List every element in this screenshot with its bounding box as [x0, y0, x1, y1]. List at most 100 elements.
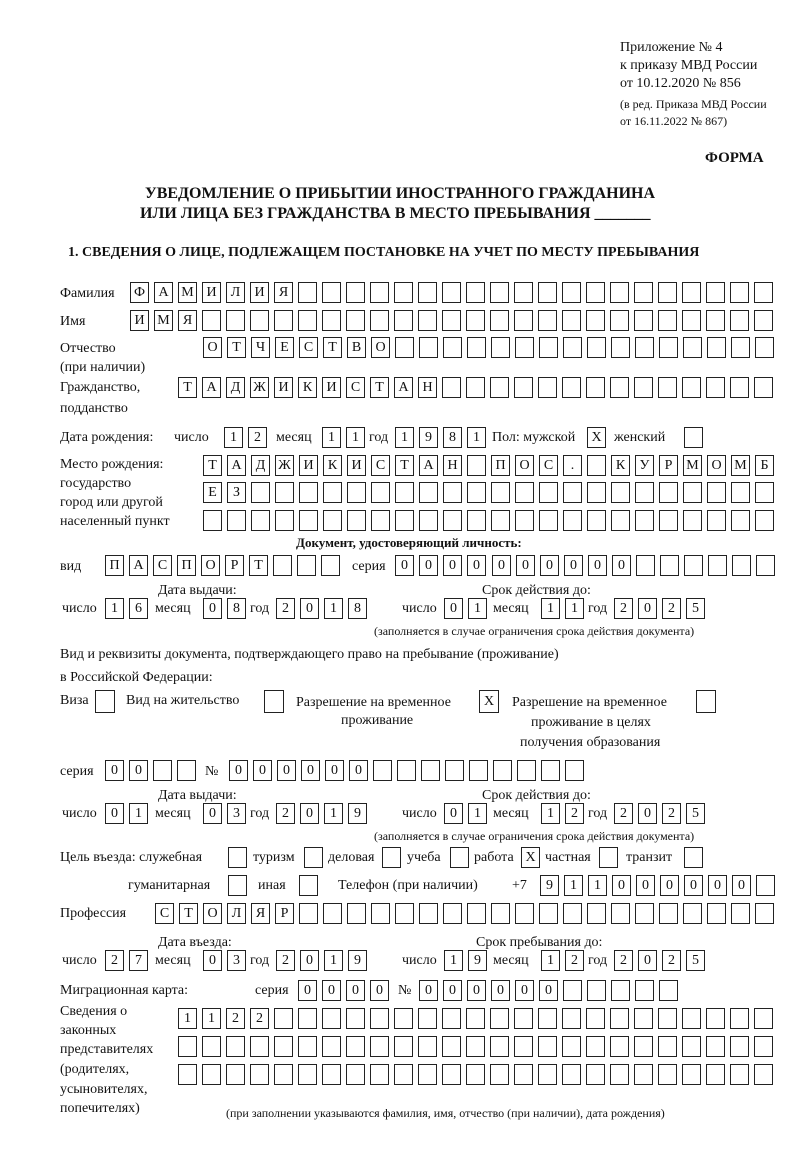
cell-citizenship[interactable] — [730, 377, 749, 398]
cell-rep3[interactable] — [346, 1064, 365, 1085]
cell-rep3[interactable] — [562, 1064, 581, 1085]
cell-pob2[interactable] — [419, 482, 438, 503]
cell-citizenship[interactable] — [538, 377, 557, 398]
cell-surname[interactable] — [730, 282, 749, 303]
cell-id-valid-day[interactable]: 1 — [468, 598, 487, 619]
cell-profession[interactable]: С — [155, 903, 174, 924]
cell-pob1[interactable]: А — [419, 455, 438, 476]
checkbox-p-other[interactable] — [299, 875, 318, 896]
cell-rep1[interactable] — [682, 1008, 701, 1029]
cell-pob2[interactable] — [443, 482, 462, 503]
cell-profession[interactable] — [539, 903, 558, 924]
cell-rep1[interactable] — [658, 1008, 677, 1029]
cell-pob2[interactable] — [563, 482, 582, 503]
cell-entry-year[interactable]: 2 — [276, 950, 295, 971]
cell-right-valid-year[interactable]: 5 — [686, 803, 705, 824]
cell-id-valid-month[interactable]: 1 — [541, 598, 560, 619]
cell-rep3[interactable] — [226, 1064, 245, 1085]
cell-mc-number[interactable]: 0 — [515, 980, 534, 1001]
cell-profession[interactable] — [323, 903, 342, 924]
cell-rep3[interactable] — [706, 1064, 725, 1085]
cell-rep3[interactable] — [754, 1064, 773, 1085]
cell-name[interactable] — [514, 310, 533, 331]
cell-id-valid-year[interactable]: 2 — [614, 598, 633, 619]
cell-pob2[interactable] — [539, 482, 558, 503]
cell-entry-year[interactable]: 0 — [300, 950, 319, 971]
cell-rep1[interactable]: 2 — [250, 1008, 269, 1029]
cell-surname[interactable] — [706, 282, 725, 303]
cell-surname[interactable]: М — [178, 282, 197, 303]
cell-id-number[interactable]: 0 — [540, 555, 559, 576]
cell-pob3[interactable] — [275, 510, 294, 531]
cell-surname[interactable]: И — [250, 282, 269, 303]
cell-pob3[interactable] — [299, 510, 318, 531]
cell-right-valid-day[interactable]: 1 — [468, 803, 487, 824]
cell-pob3[interactable] — [203, 510, 222, 531]
cell-pob2[interactable] — [755, 482, 774, 503]
cell-right-number[interactable]: 0 — [349, 760, 368, 781]
cell-right-issue-year[interactable]: 0 — [300, 803, 319, 824]
cell-rep1[interactable]: 1 — [178, 1008, 197, 1029]
cell-phone[interactable]: 1 — [564, 875, 583, 896]
cell-name[interactable] — [586, 310, 605, 331]
cell-surname[interactable] — [322, 282, 341, 303]
cell-pob2[interactable]: Е — [203, 482, 222, 503]
cell-profession[interactable]: Л — [227, 903, 246, 924]
cell-rep3[interactable] — [466, 1064, 485, 1085]
cell-pob1[interactable]: С — [371, 455, 390, 476]
cell-pob1[interactable]: Т — [203, 455, 222, 476]
cell-pob1[interactable]: К — [611, 455, 630, 476]
cell-id-issue-year[interactable]: 8 — [348, 598, 367, 619]
cell-right-issue-year[interactable]: 2 — [276, 803, 295, 824]
cell-pob2[interactable] — [587, 482, 606, 503]
cell-citizenship[interactable] — [490, 377, 509, 398]
cell-rep2[interactable] — [202, 1036, 221, 1057]
cell-citizenship[interactable] — [442, 377, 461, 398]
cell-entry-year[interactable]: 9 — [348, 950, 367, 971]
cell-patronymic[interactable]: Т — [227, 337, 246, 358]
cell-id-number[interactable] — [732, 555, 751, 576]
cell-pob2[interactable] — [323, 482, 342, 503]
cell-right-series[interactable] — [153, 760, 172, 781]
cell-citizenship[interactable]: Т — [370, 377, 389, 398]
cell-rep1[interactable] — [370, 1008, 389, 1029]
cell-rep3[interactable] — [514, 1064, 533, 1085]
cell-id-kind[interactable] — [273, 555, 292, 576]
cell-mc-number[interactable]: 0 — [443, 980, 462, 1001]
cell-name[interactable] — [754, 310, 773, 331]
cell-profession[interactable] — [659, 903, 678, 924]
cell-pob1[interactable]: П — [491, 455, 510, 476]
cell-profession[interactable] — [707, 903, 726, 924]
cell-rep1[interactable] — [514, 1008, 533, 1029]
cell-pob1[interactable]: С — [539, 455, 558, 476]
cell-surname[interactable] — [394, 282, 413, 303]
cell-citizenship[interactable]: А — [202, 377, 221, 398]
cell-pob1[interactable] — [587, 455, 606, 476]
cell-right-number[interactable]: 0 — [325, 760, 344, 781]
cell-surname[interactable] — [610, 282, 629, 303]
cell-name[interactable] — [226, 310, 245, 331]
cell-pob1[interactable]: Ж — [275, 455, 294, 476]
cell-right-number[interactable] — [469, 760, 488, 781]
cell-id-number[interactable]: 0 — [564, 555, 583, 576]
cell-rep2[interactable] — [754, 1036, 773, 1057]
cell-id-issue-year[interactable]: 1 — [324, 598, 343, 619]
cell-patronymic[interactable] — [563, 337, 582, 358]
cell-pob2[interactable] — [515, 482, 534, 503]
cell-pob3[interactable] — [227, 510, 246, 531]
cell-citizenship[interactable]: К — [298, 377, 317, 398]
cell-surname[interactable]: Ф — [130, 282, 149, 303]
cell-phone[interactable] — [756, 875, 775, 896]
cell-id-number[interactable]: 0 — [492, 555, 511, 576]
cell-id-issue-year[interactable]: 0 — [300, 598, 319, 619]
cell-pob3[interactable] — [347, 510, 366, 531]
cell-rep1[interactable] — [322, 1008, 341, 1029]
cell-rep2[interactable] — [226, 1036, 245, 1057]
checkbox-p-service[interactable] — [228, 847, 247, 868]
cell-stay-year[interactable]: 0 — [638, 950, 657, 971]
cell-rep2[interactable] — [706, 1036, 725, 1057]
cell-rep2[interactable] — [346, 1036, 365, 1057]
cell-rep2[interactable] — [586, 1036, 605, 1057]
cell-pob3[interactable] — [419, 510, 438, 531]
cell-rep2[interactable] — [514, 1036, 533, 1057]
